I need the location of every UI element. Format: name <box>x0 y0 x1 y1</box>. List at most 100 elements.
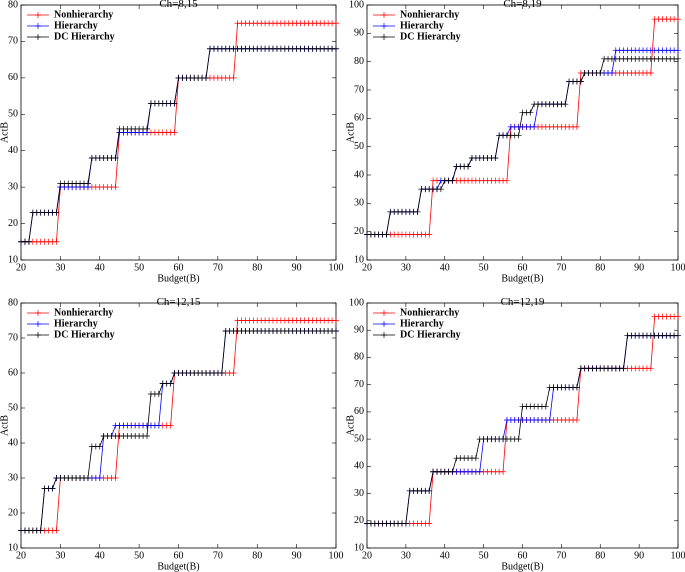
legend-marker <box>35 23 41 29</box>
point-marker <box>218 370 225 376</box>
point-marker <box>562 101 569 108</box>
y-tick-label: 70 <box>354 379 364 390</box>
y-tick-label: 60 <box>8 367 18 378</box>
x-axis-label: Budget(B) <box>157 273 199 284</box>
x-tick-label: 20 <box>362 262 372 273</box>
legend-marker <box>381 23 387 29</box>
point-marker <box>333 20 339 27</box>
plot-marks <box>364 313 681 527</box>
point-marker <box>49 485 56 492</box>
legend-marker <box>381 34 387 40</box>
x-tick-label: 20 <box>16 550 26 561</box>
x-tick-label: 40 <box>440 262 450 273</box>
point-marker <box>96 475 103 481</box>
legend-label: DC Hierarchy <box>400 329 461 340</box>
point-marker <box>675 55 681 62</box>
legend-label: DC Hierarchy <box>54 329 115 340</box>
legend-marker <box>381 332 387 338</box>
y-tick-label: 50 <box>354 433 364 444</box>
legend-label: Hierarchy <box>54 318 98 329</box>
y-tick-label: 10 <box>8 542 18 553</box>
point-marker <box>112 155 119 161</box>
x-tick-label: 80 <box>252 262 262 273</box>
y-tick-label: 60 <box>8 72 18 83</box>
x-tick-label: 70 <box>556 550 566 561</box>
x-tick-label: 50 <box>134 550 144 561</box>
point-marker <box>84 475 91 481</box>
point-marker <box>675 332 681 339</box>
x-tick-label: 60 <box>174 550 184 561</box>
point-marker <box>171 100 178 107</box>
x-tick-label: 70 <box>213 262 223 273</box>
point-marker <box>37 527 44 534</box>
x-tick-label: 50 <box>479 550 489 561</box>
point-marker <box>155 391 162 397</box>
point-marker <box>53 527 60 534</box>
point-marker <box>620 365 627 372</box>
plot-area <box>366 4 679 261</box>
y-tick-label: 60 <box>354 406 364 417</box>
x-tick-label: 70 <box>556 262 566 273</box>
y-tick-label: 30 <box>354 488 364 499</box>
x-tick-label: 60 <box>518 550 528 561</box>
x-tick-label: 30 <box>55 262 65 273</box>
y-tick-label: 50 <box>8 402 18 413</box>
point-marker <box>155 422 162 429</box>
point-marker <box>203 74 210 81</box>
y-tick-label: 10 <box>8 254 18 265</box>
y-tick-label: 50 <box>8 109 18 120</box>
point-marker <box>144 433 150 439</box>
x-tick-label: 20 <box>16 262 26 273</box>
x-tick-label: 80 <box>252 550 262 561</box>
x-tick-label: 100 <box>671 550 685 561</box>
y-tick-label: 70 <box>8 332 18 343</box>
x-tick-label: 50 <box>479 262 489 273</box>
legend-marker <box>381 310 387 316</box>
point-marker <box>542 403 549 410</box>
legend-label: Nonhierarchy <box>54 307 113 318</box>
x-tick-label: 90 <box>292 550 302 561</box>
point-marker <box>230 74 237 81</box>
legend-label: DC Hierarchy <box>54 31 115 42</box>
point-marker <box>573 384 580 391</box>
y-axis-label: ActB <box>0 122 10 143</box>
y-tick-label: 30 <box>8 472 18 483</box>
x-tick-label: 20 <box>362 550 372 561</box>
y-tick-label: 20 <box>8 218 18 229</box>
y-tick-label: 80 <box>8 0 18 10</box>
chart-title: Ch=12,15 <box>157 296 201 308</box>
point-marker <box>449 177 456 184</box>
y-tick-label: 100 <box>349 297 364 308</box>
legend-label: Hierarchy <box>54 20 98 31</box>
legend-label: Nonhierarchy <box>400 9 459 20</box>
point-marker <box>675 313 681 320</box>
legend-label: Hierarchy <box>400 318 444 329</box>
x-tick-label: 50 <box>134 262 144 273</box>
legend-label: DC Hierarchy <box>400 31 461 42</box>
point-marker <box>527 109 534 116</box>
x-tick-label: 100 <box>329 550 344 561</box>
y-tick-label: 50 <box>354 141 364 152</box>
y-tick-label: 80 <box>8 297 18 308</box>
chart-panel: 20 30 40 50 60 70 80 90 100102030405060708090100… <box>345 296 685 572</box>
point-marker <box>426 520 433 527</box>
y-tick-label: 10 <box>354 542 364 553</box>
point-marker <box>675 47 681 54</box>
plot-marks <box>18 20 339 245</box>
point-marker <box>675 16 681 23</box>
x-tick-label: 40 <box>95 262 105 273</box>
y-tick-label: 30 <box>354 198 364 209</box>
chart-title: Ch=12,19 <box>501 296 545 308</box>
legend-marker <box>35 12 41 18</box>
plot-area <box>20 4 337 261</box>
y-tick-label: 10 <box>354 254 364 265</box>
x-tick-label: 90 <box>292 262 302 273</box>
point-marker <box>647 70 654 76</box>
x-tick-label: 90 <box>634 262 644 273</box>
point-marker <box>333 317 339 324</box>
x-axis-label: Budget(B) <box>157 561 199 572</box>
point-marker <box>492 155 499 161</box>
